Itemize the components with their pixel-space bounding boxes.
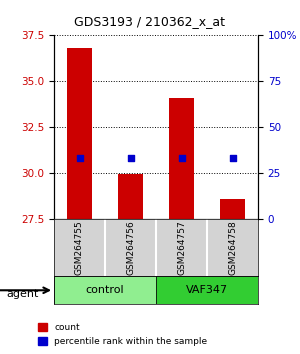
Text: GSM264756: GSM264756	[126, 221, 135, 275]
Text: GSM264757: GSM264757	[177, 221, 186, 275]
Point	[77, 155, 82, 161]
Bar	[118, 175, 143, 219]
FancyBboxPatch shape	[54, 276, 156, 304]
Legend: count, percentile rank within the sample: count, percentile rank within the sample	[34, 320, 211, 349]
Bar	[67, 48, 92, 219]
Text: control: control	[86, 285, 124, 295]
Point	[128, 155, 133, 161]
FancyBboxPatch shape	[156, 276, 258, 304]
Point	[230, 155, 235, 161]
Point	[179, 155, 184, 161]
Bar	[220, 199, 245, 219]
Text: agent: agent	[6, 289, 38, 299]
Text: VAF347: VAF347	[186, 285, 228, 295]
Text: GSM264758: GSM264758	[228, 221, 237, 275]
Text: GDS3193 / 210362_x_at: GDS3193 / 210362_x_at	[74, 15, 226, 28]
Bar	[169, 98, 194, 219]
Text: GSM264755: GSM264755	[75, 221, 84, 275]
